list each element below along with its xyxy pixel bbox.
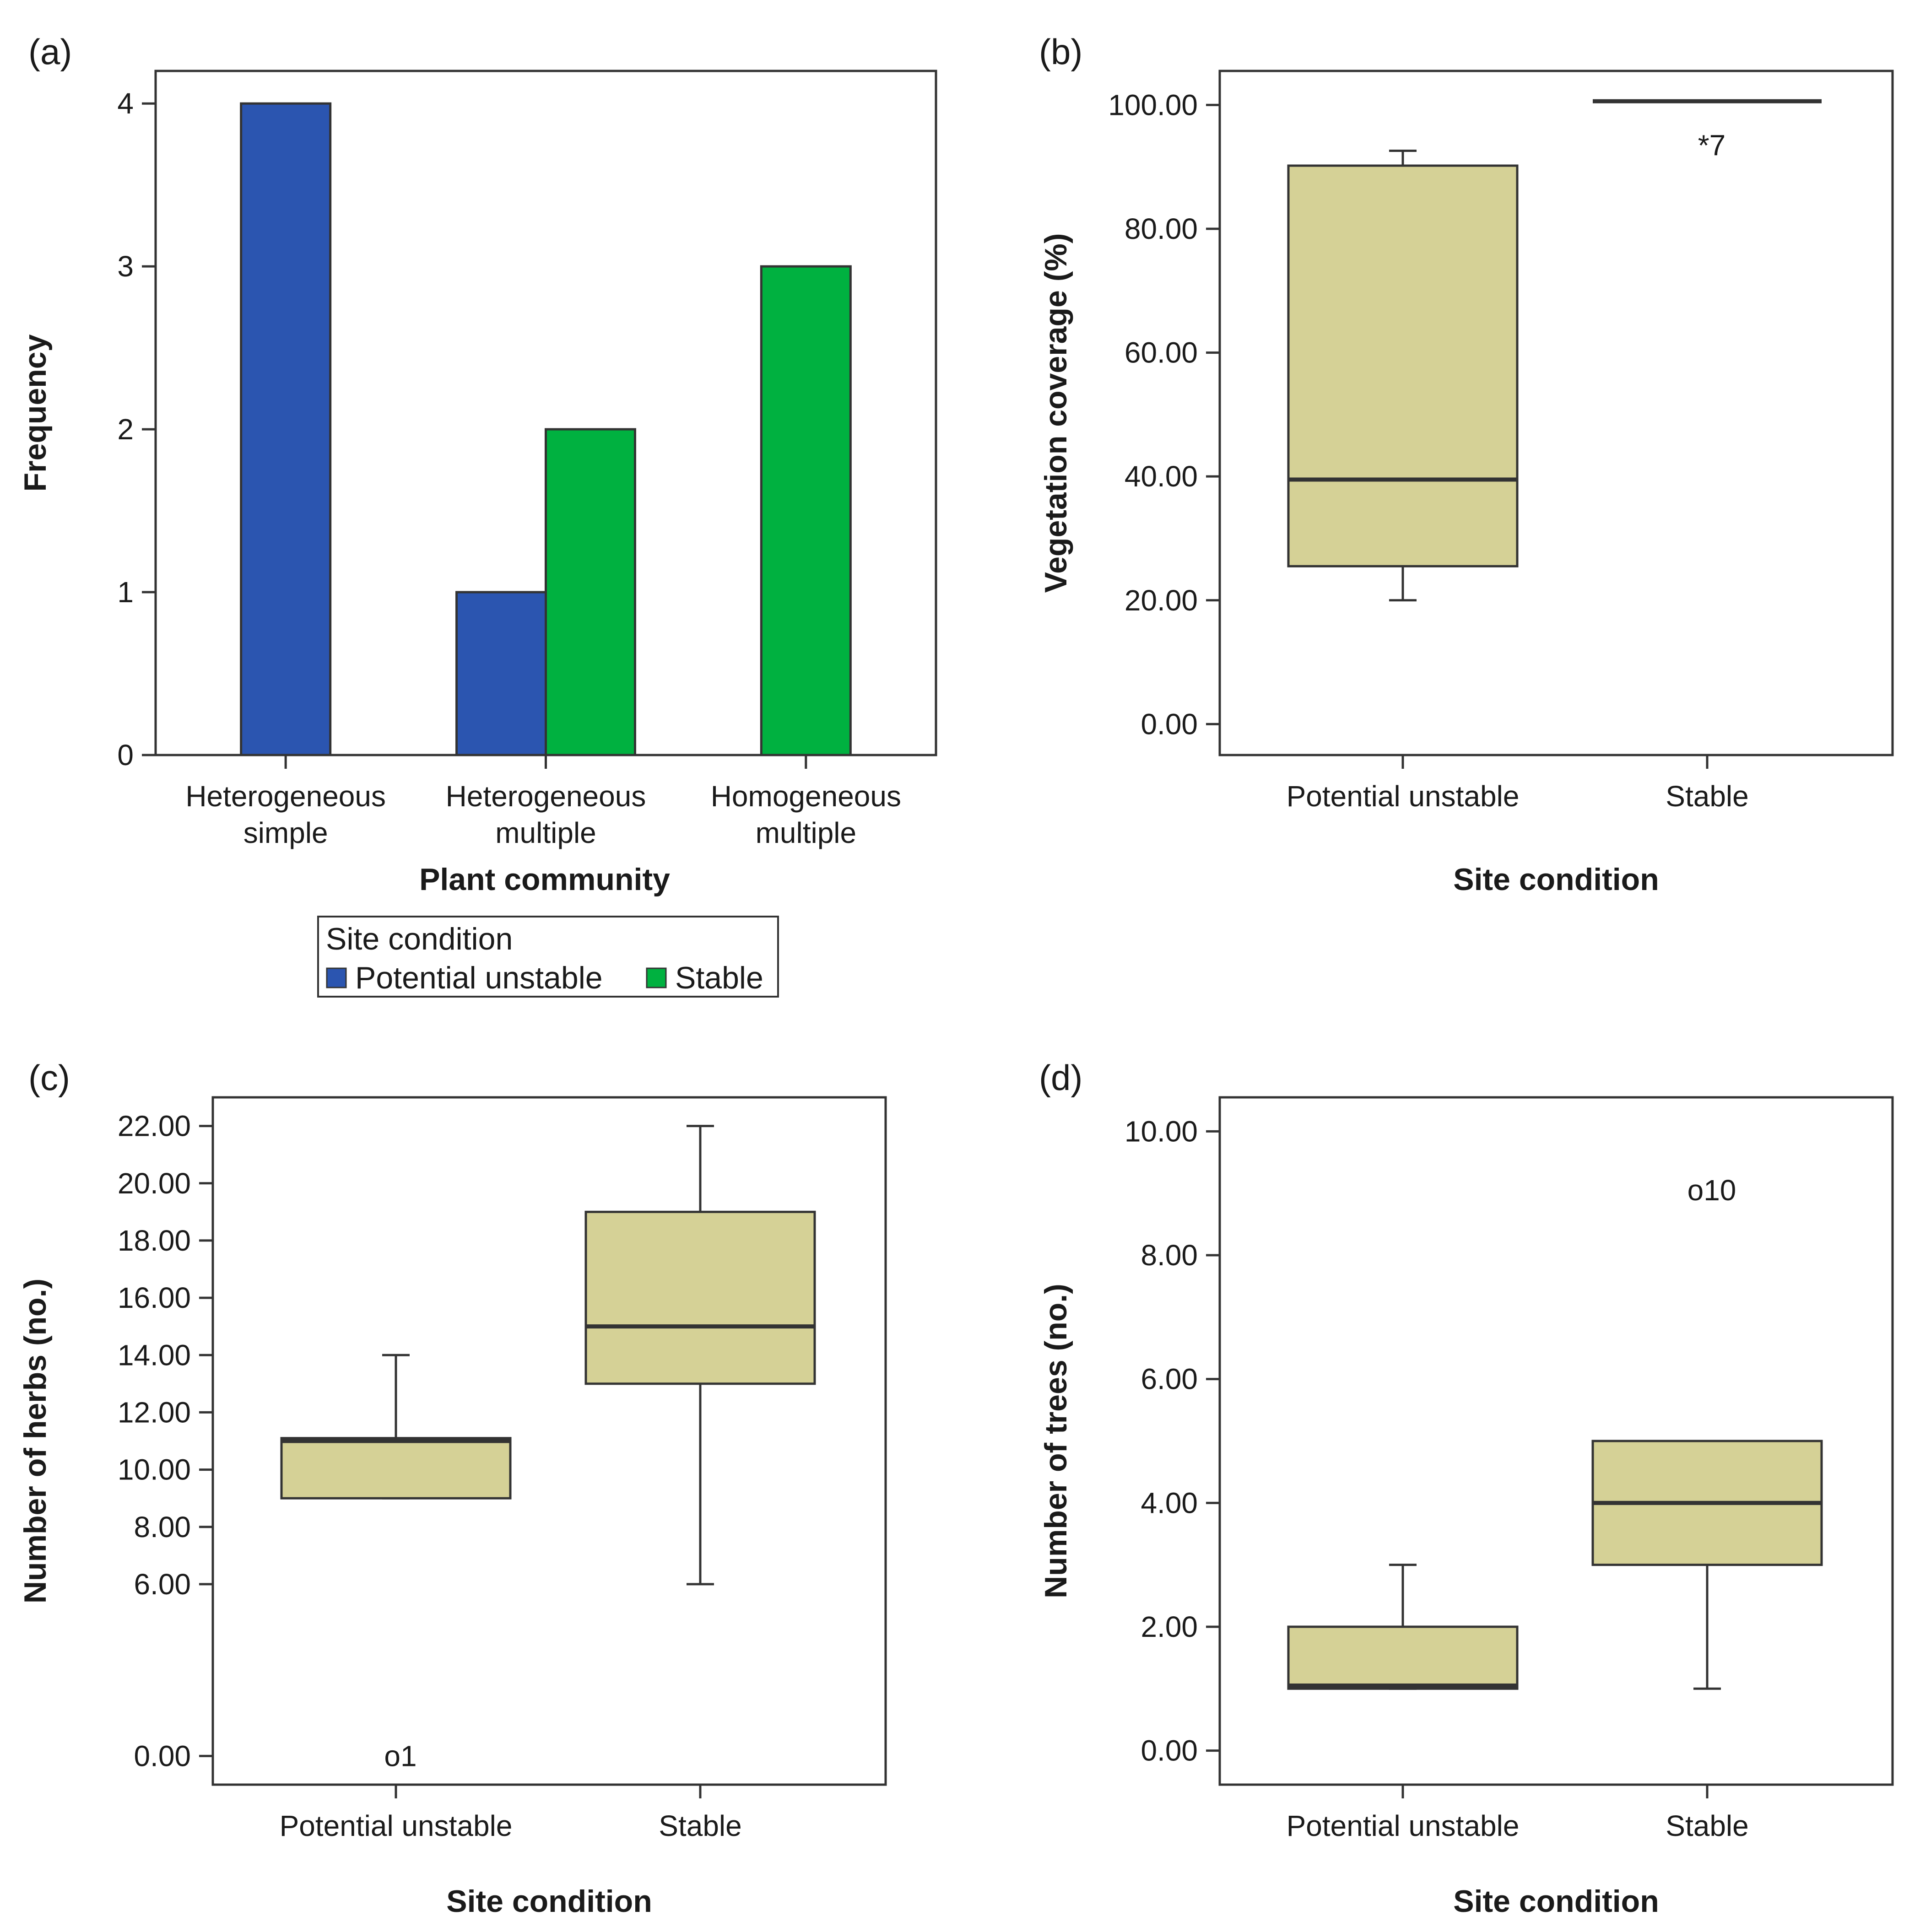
y-tick-label: 12.00 [118,1396,191,1429]
y-tick-label: 100.00 [1108,88,1198,121]
y-tick-label: 0.00 [1141,707,1198,740]
x-tick-label: Stable [1666,780,1748,813]
y-tick-label: 4.00 [1141,1486,1198,1519]
chart-panel-b: (b) 0.00 20.00 40.00 60.00 80.00 100.00 Vegetat… [1038,32,1894,897]
legend-swatch-potential-unstable [326,967,347,988]
chart-panel-c: (c) 0.00 6.00 8.00 10.00 12.00 14.00 16.00 18.00… [18,1058,887,1919]
y-tick-label: 3 [117,250,134,283]
y-axis-label: Vegetation coverage (%) [1038,233,1073,593]
x-tick-label: simple [243,816,328,849]
y-tick-label: 1 [117,576,134,609]
y-tick-label: 10.00 [1125,1115,1198,1148]
bar-potential-unstable [455,591,547,756]
outlier-label: o10 [1687,1174,1736,1207]
box-iqr [280,1437,512,1500]
x-axis-label: Site condition [1453,862,1659,897]
y-tick-label: 0.00 [134,1739,191,1772]
legend-swatch-stable [646,967,667,988]
x-tick-label: Stable [1666,1809,1748,1842]
panel-label: (b) [1039,32,1082,72]
x-tick-label: Homogeneous [711,780,901,813]
panel-label: (d) [1039,1058,1082,1098]
legend-label-potential-unstable: Potential unstable [355,961,603,995]
legend: Site condition Potential unstable Stable [317,916,779,998]
y-tick-label: 40.00 [1125,460,1198,493]
x-tick-label: Stable [659,1809,741,1842]
x-tick-label: Potential unstable [1287,780,1520,813]
plot-frame [1218,70,1894,756]
y-tick-label: 20.00 [118,1167,191,1200]
x-tick-label: multiple [756,816,857,849]
x-tick-label: Heterogeneous [185,780,386,813]
y-axis-label: Number of trees (no.) [1038,1284,1073,1598]
box-iqr [1287,1625,1519,1690]
x-tick-label: multiple [495,816,596,849]
box-iqr [584,1210,816,1385]
y-tick-label: 0.00 [1141,1734,1198,1767]
y-tick-label: 14.00 [118,1338,191,1371]
outlier-label: *7 [1698,129,1726,162]
legend-box [317,916,779,998]
y-tick-label: 6.00 [134,1568,191,1601]
y-tick-label: 6.00 [1141,1363,1198,1396]
panel-label: (a) [28,32,72,72]
y-axis-label: Frequency [18,334,53,491]
x-tick-label: Potential unstable [280,1809,513,1842]
chart-panel-a: (a) 0 1 2 3 4 Frequency Plant community Heteroge… [18,32,937,998]
plot-frame [211,1096,887,1786]
y-tick-label: 60.00 [1125,336,1198,369]
legend-title: Site condition [326,922,513,956]
x-axis-label: Plant community [419,862,670,897]
box-iqr [1287,164,1519,567]
y-tick-label: 10.00 [118,1453,191,1486]
y-tick-label: 8.00 [1141,1239,1198,1272]
bar-potential-unstable [240,102,332,756]
y-tick-label: 20.00 [1125,584,1198,617]
plot-frame [1218,1096,1894,1786]
legend-label-stable: Stable [675,961,763,995]
x-tick-label: Potential unstable [1287,1809,1520,1842]
x-tick-label: Heterogeneous [446,780,646,813]
bar-stable [760,265,852,756]
y-tick-label: 2.00 [1141,1610,1198,1643]
y-tick-label: 80.00 [1125,212,1198,245]
panel-label: (c) [28,1058,70,1098]
bar-stable [545,428,636,756]
y-tick-label: 22.00 [118,1110,191,1143]
y-tick-label: 16.00 [118,1281,191,1314]
y-axis-label: Number of herbs (no.) [18,1279,53,1603]
y-tick-label: 0 [117,739,134,772]
y-tick-label: 18.00 [118,1224,191,1257]
y-tick-label: 8.00 [134,1511,191,1543]
x-axis-label: Site condition [446,1884,652,1919]
y-tick-label: 2 [117,413,134,446]
y-tick-label: 4 [117,87,134,120]
outlier-label: o1 [384,1739,416,1772]
chart-panel-d: (d) 0.00 2.00 4.00 6.00 8.00 10.00 Number of tr… [1038,1058,1894,1919]
x-axis-label: Site condition [1453,1884,1659,1919]
